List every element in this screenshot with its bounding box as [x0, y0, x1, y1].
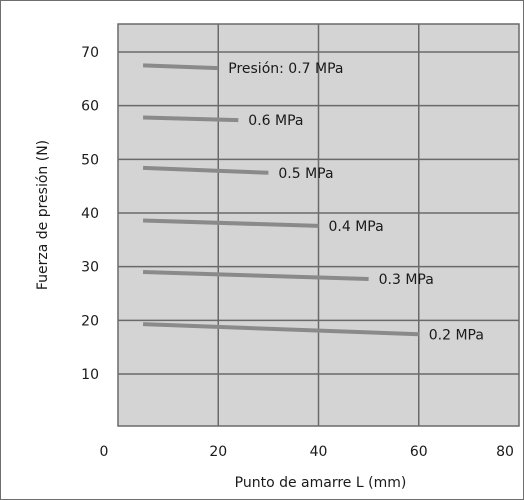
series-label: 0.4 MPa	[329, 219, 384, 235]
y-tick-label: 70	[81, 45, 99, 61]
x-tick-label: 0	[100, 444, 109, 460]
x-tick-label: 40	[310, 444, 328, 460]
series-label: 0.3 MPa	[379, 272, 434, 288]
y-axis-title: Fuerza de presión (N)	[35, 140, 51, 290]
y-tick-label: 10	[81, 367, 99, 383]
series-label: 0.5 MPa	[278, 166, 333, 182]
series-line	[143, 270, 369, 282]
series-label: 0.6 MPa	[248, 113, 303, 129]
series-line	[143, 115, 239, 123]
series-label: Presión: 0.7 MPa	[228, 61, 343, 77]
y-tick-label: 30	[81, 260, 99, 276]
x-tick-label: 80	[496, 444, 514, 460]
y-tick-label: 40	[81, 206, 99, 222]
x-axis-title: Punto de amarre L (mm)	[235, 475, 407, 491]
x-tick-label: 20	[209, 444, 227, 460]
x-tick-label: 60	[410, 444, 428, 460]
series-line	[142, 322, 419, 337]
series-line	[142, 63, 219, 71]
series-label: 0.2 MPa	[429, 327, 484, 343]
grid-lines	[118, 24, 519, 426]
series-lines: Presión: 0.7 MPa 0.6 MPa 0.5 MPa 0.4 MPa 0.3…	[142, 61, 484, 343]
y-tick-label: 20	[81, 313, 99, 329]
y-tick-label: 60	[81, 99, 99, 115]
series-line	[142, 165, 269, 175]
tick-labels: 10 20 30 40 50 60 70 0 20 40 60 80	[81, 45, 514, 460]
y-tick-label: 50	[81, 152, 99, 168]
series-line	[143, 218, 319, 228]
